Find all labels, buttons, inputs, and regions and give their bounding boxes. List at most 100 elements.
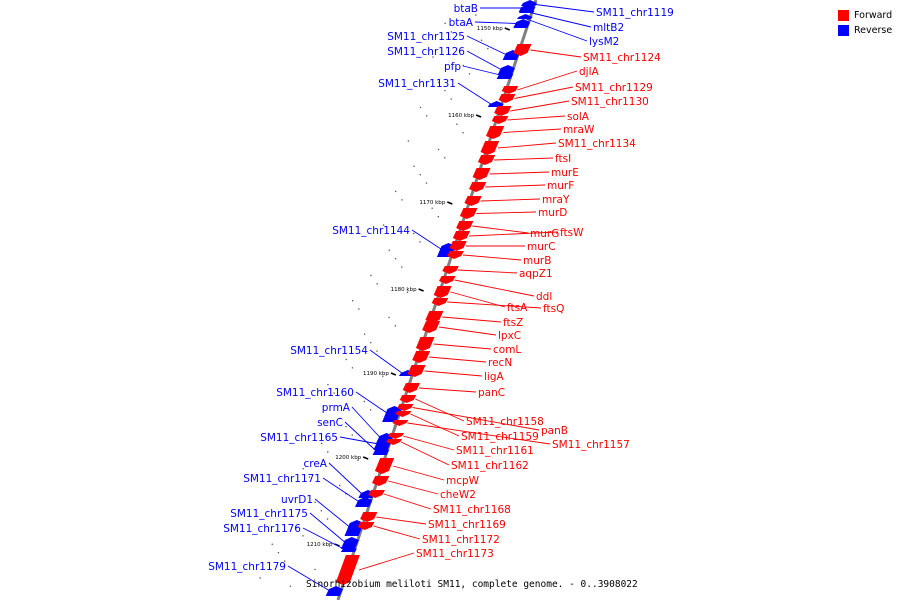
gene-arrow-ftsQ[interactable] [431,298,449,306]
gene-label-ftsW[interactable]: ftsW [560,227,584,239]
gene-label-SM11_chr1129[interactable]: SM11_chr1129 [575,82,653,94]
gene-label-ftsZ[interactable]: ftsZ [503,317,523,329]
gene-label-SM11_chr1173[interactable]: SM11_chr1173 [416,548,494,560]
gene-label-SM11_chr1168[interactable]: SM11_chr1168 [433,504,511,516]
gene-arrow-murE[interactable] [472,168,491,180]
gene-label-prmA[interactable]: prmA [322,402,351,414]
gene-arrow-SM11_chr1119[interactable] [521,0,537,6]
gene-label-mcpW[interactable]: mcpW [446,475,480,487]
gene-arrow-btaA[interactable] [513,19,531,28]
gene-arrow-murC[interactable] [449,241,467,251]
gene-label-SM11_chr1144[interactable]: SM11_chr1144 [332,225,410,237]
gene-arrow-djlA[interactable] [501,86,519,94]
gene-arrow-SM11_chr1159[interactable] [395,411,412,417]
gene-arrow-SM11_chr1173[interactable] [336,555,360,585]
gene-arrow-SM11_chr1172[interactable] [357,522,375,530]
gene-label-SM11_chr1171[interactable]: SM11_chr1171 [243,473,321,485]
gene-label-SM11_chr1165[interactable]: SM11_chr1165 [260,432,338,444]
gene-label-murG[interactable]: murG [530,228,559,240]
gene-arrow-murD[interactable] [459,208,478,219]
gene-arrow-SM11_chr1175[interactable] [340,537,359,549]
gene-arrow-mcpW[interactable] [374,458,395,474]
gene-label-uvrD1[interactable]: uvrD1 [281,494,313,506]
gene-label-ligA[interactable]: ligA [484,371,504,383]
gene-label-creA[interactable]: creA [303,458,327,470]
gene-label-btaB[interactable]: btaB [454,3,478,15]
gene-arrow-SM11_chr1168[interactable] [368,490,385,498]
gene-label-mraW[interactable]: mraW [563,124,595,136]
gene-arrow-ftsZ[interactable] [425,311,444,323]
gene-label-SM11_chr1159[interactable]: SM11_chr1159 [461,431,539,443]
gene-arrow-SM11_chr1134[interactable] [480,141,500,155]
gene-label-cheW2[interactable]: cheW2 [440,489,476,501]
gene-arrow-panB[interactable] [397,404,414,411]
gene-arrow-SM11_chr1158[interactable] [399,395,417,403]
gene-label-recN[interactable]: recN [488,357,512,369]
gene-label-murE[interactable]: murE [551,167,579,179]
gene-label-ddl[interactable]: ddl [536,291,552,303]
gene-arrow-SM11_chr1129[interactable] [498,94,516,103]
gene-label-panC[interactable]: panC [478,387,505,399]
gene-label-SM11_chr1158[interactable]: SM11_chr1158 [466,416,544,428]
gene-arrow-murB[interactable] [447,251,464,259]
gene-arrow-ddl[interactable] [439,276,456,284]
gene-arrow-ftsI[interactable] [477,155,496,165]
gene-arrow-mraW[interactable] [486,126,505,139]
gene-arrow-mltB2[interactable] [518,8,535,13]
gene-arrow-ftsA[interactable] [433,286,452,298]
gene-label-SM11_chr1157[interactable]: SM11_chr1157 [552,439,630,451]
gene-arrow-SM11_chr1126[interactable] [497,65,515,75]
gene-label-SM11_chr1119[interactable]: SM11_chr1119 [596,7,674,19]
gene-label-SM11_chr1125[interactable]: SM11_chr1125 [387,31,465,43]
gene-arrow-ligA[interactable] [407,365,426,377]
gene-label-panB[interactable]: panB [541,425,568,437]
gene-arrow-SM11_chr1157[interactable] [392,420,409,426]
gene-label-SM11_chr1162[interactable]: SM11_chr1162 [451,460,529,472]
gene-arrow-ftsW[interactable] [452,231,471,241]
gene-arrow-SM11_chr1130[interactable] [494,106,512,116]
gene-arrow-murF[interactable] [469,182,487,192]
gene-label-solA[interactable]: solA [567,111,590,123]
gene-label-mraY[interactable]: mraY [542,194,570,206]
gene-label-ftsA[interactable]: ftsA [507,302,528,314]
gene-label-SM11_chr1130[interactable]: SM11_chr1130 [571,96,649,108]
gene-arrow-SM11_chr1179[interactable] [325,586,343,596]
gene-arrow-SM11_chr1160[interactable] [382,406,402,422]
gene-label-SM11_chr1175[interactable]: SM11_chr1175 [230,508,308,520]
gene-label-senC[interactable]: senC [317,417,343,429]
gene-arrow-panC[interactable] [402,383,420,393]
gene-arrow-lpxC[interactable] [422,321,441,333]
gene-arrow-SM11_chr1131[interactable] [487,101,504,107]
gene-label-djlA[interactable]: djlA [579,66,599,78]
gene-label-SM11_chr1169[interactable]: SM11_chr1169 [428,519,506,531]
gene-arrow-mraY[interactable] [464,196,482,206]
gene-label-comL[interactable]: comL [493,344,521,356]
gene-arrow-cheW2[interactable] [372,476,390,486]
gene-label-pfp[interactable]: pfp [444,61,461,73]
gene-label-lysM2[interactable]: lysM2 [589,36,619,48]
gene-label-lpxC[interactable]: lpxC [498,330,521,342]
gene-arrow-murG[interactable] [456,221,474,231]
gene-arrow-lysM2[interactable] [516,14,533,19]
gene-arrow-SM11_chr1162[interactable] [386,439,403,445]
gene-label-murB[interactable]: murB [523,255,551,267]
gene-label-aqpZ1[interactable]: aqpZ1 [519,268,553,280]
gene-label-SM11_chr1161[interactable]: SM11_chr1161 [456,445,534,457]
gene-label-ftsI[interactable]: ftsI [555,153,571,165]
gene-arrow-SM11_chr1169[interactable] [360,512,378,522]
gene-label-SM11_chr1179[interactable]: SM11_chr1179 [208,561,286,573]
gene-arrow-recN[interactable] [412,351,431,363]
gene-label-SM11_chr1160[interactable]: SM11_chr1160 [276,387,354,399]
gene-label-murC[interactable]: murC [527,241,556,253]
gene-arrow-uvrD1[interactable] [344,520,364,536]
gene-arrow-pfp[interactable] [496,71,514,79]
gene-label-SM11_chr1134[interactable]: SM11_chr1134 [558,138,636,150]
gene-label-SM11_chr1126[interactable]: SM11_chr1126 [387,46,465,58]
gene-label-SM11_chr1124[interactable]: SM11_chr1124 [583,52,661,64]
gene-label-ftsQ[interactable]: ftsQ [543,303,564,315]
gene-arrow-comL[interactable] [415,337,435,351]
gene-arrow-solA[interactable] [491,116,509,124]
gene-arrow-aqpZ1[interactable] [442,266,459,274]
gene-label-SM11_chr1154[interactable]: SM11_chr1154 [290,345,368,357]
gene-arrow-SM11_chr1176[interactable] [340,546,357,552]
